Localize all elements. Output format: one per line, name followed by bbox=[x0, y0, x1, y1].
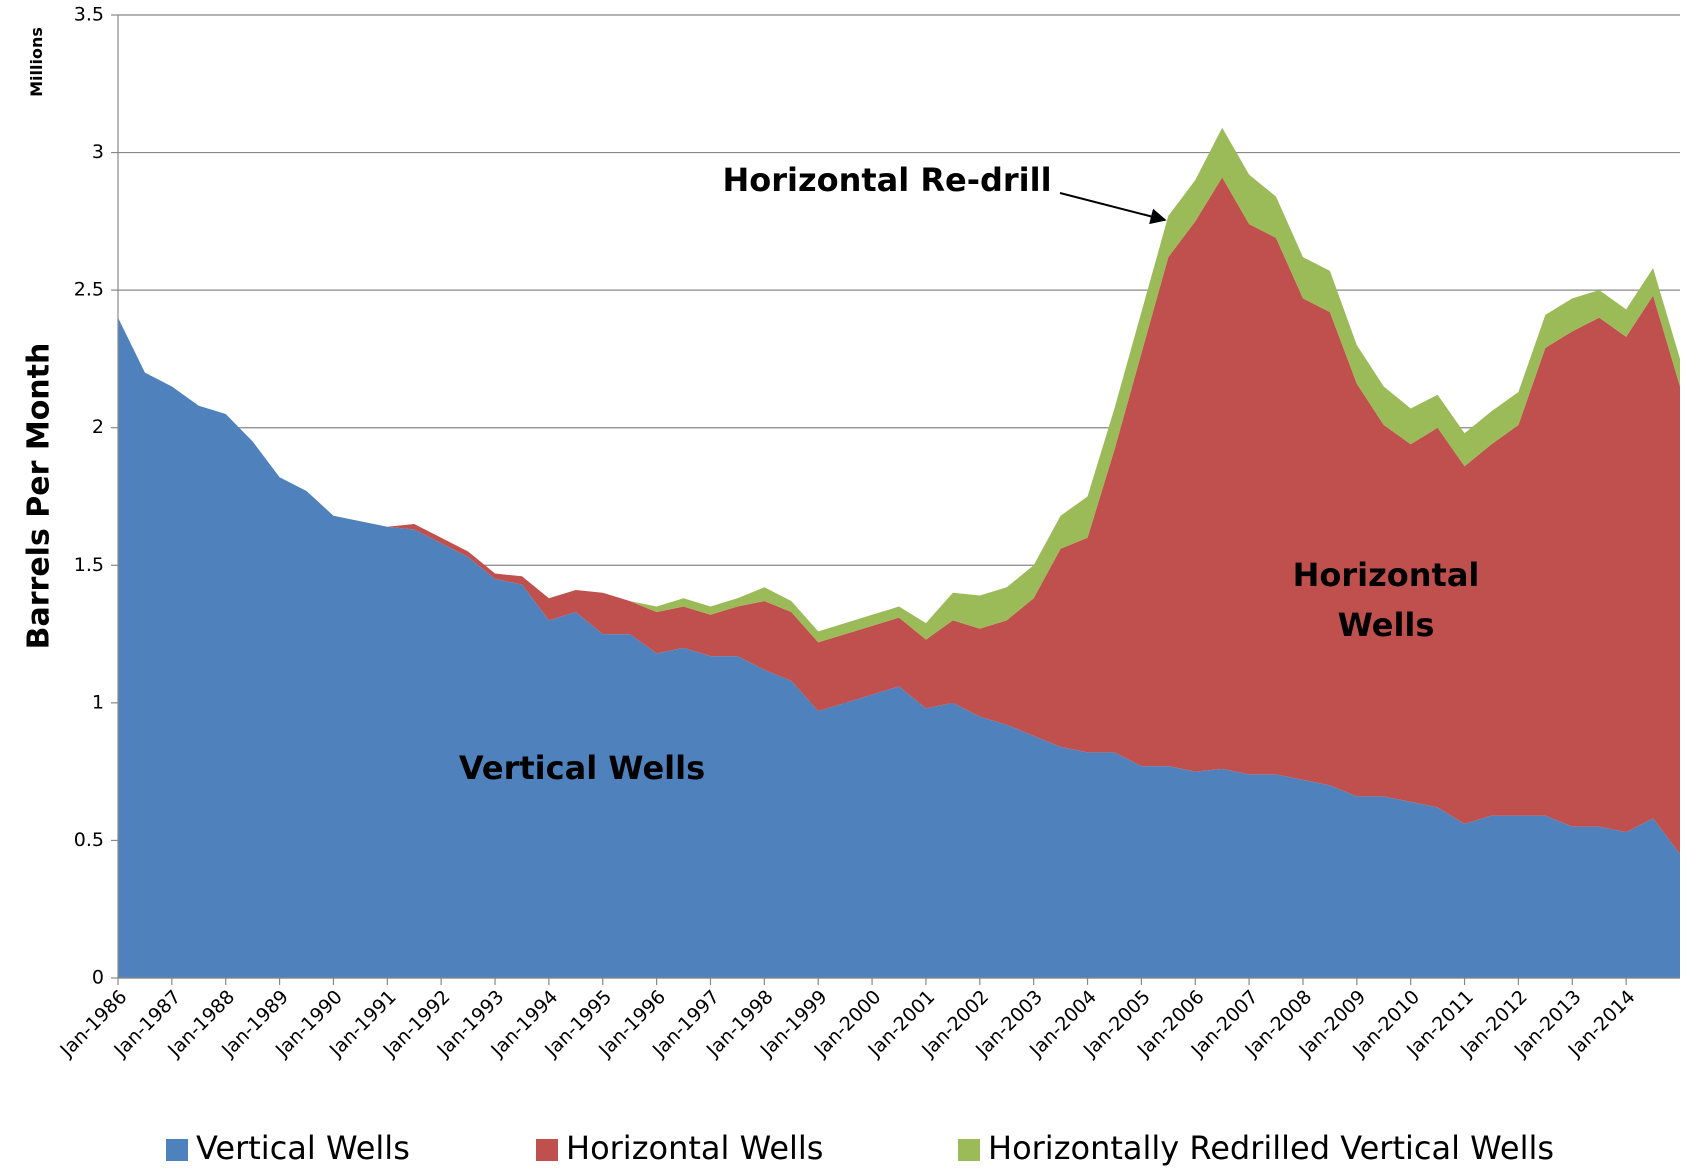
y-tick-label: 1.5 bbox=[74, 554, 104, 576]
area bbox=[118, 177, 1680, 855]
y-tick-label: 0.5 bbox=[74, 829, 104, 851]
legend-label: Horizontal Wells bbox=[566, 1129, 823, 1167]
y-tick-label: 2.5 bbox=[74, 279, 104, 301]
annotation: Horizontal Re-drill bbox=[722, 161, 1051, 199]
legend-swatch bbox=[536, 1139, 558, 1161]
y-axis-title: Barrels Per Month bbox=[22, 343, 57, 650]
area bbox=[118, 317, 1680, 979]
y-tick-label: 1 bbox=[92, 691, 104, 713]
y-tick-label: 3 bbox=[92, 141, 104, 163]
y-tick-label: 3.5 bbox=[74, 4, 104, 26]
annotation: Wells bbox=[1338, 606, 1435, 644]
legend-swatch bbox=[958, 1139, 980, 1161]
y-unit-label: Millions bbox=[27, 27, 46, 97]
legend-label: Vertical Wells bbox=[196, 1129, 410, 1167]
area bbox=[118, 127, 1680, 643]
legend-label: Horizontally Redrilled Vertical Wells bbox=[988, 1129, 1554, 1167]
y-tick-label: 2 bbox=[92, 416, 104, 438]
annotation: Vertical Wells bbox=[459, 749, 705, 787]
legend-swatch bbox=[166, 1139, 188, 1161]
annotation: Horizontal bbox=[1293, 556, 1480, 594]
y-tick-label: 0 bbox=[92, 967, 104, 989]
annotation-arrow bbox=[1059, 192, 1167, 225]
